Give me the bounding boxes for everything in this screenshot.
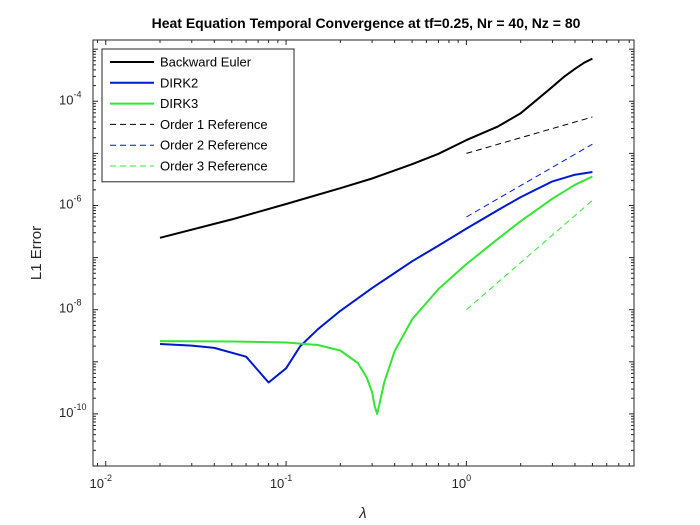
legend-entry-label: Order 3 Reference <box>160 159 268 174</box>
y-tick-label: 10-6 <box>59 193 81 211</box>
y-tick-label-exponent: -8 <box>73 298 81 308</box>
chart-title: Heat Equation Temporal Convergence at tf… <box>152 15 581 31</box>
y-tick-label-base: 10 <box>59 92 73 107</box>
x-tick-label-exponent: 0 <box>466 473 471 483</box>
legend-entry-label: DIRK2 <box>160 75 198 90</box>
x-tick-label: 10-1 <box>270 473 292 491</box>
legend-entry-label: Backward Euler <box>160 55 252 70</box>
x-tick-label-exponent: -2 <box>104 473 112 483</box>
y-tick-label-base: 10 <box>59 301 73 316</box>
x-axis-label: λ <box>358 505 366 522</box>
legend: Backward Euler DIRK2 DIRK3 Order 1 Referenc… <box>101 48 295 183</box>
y-tick-label-base: 10 <box>59 196 73 211</box>
series-line-order-3-reference <box>466 200 593 311</box>
legend-entry-label: Order 1 Reference <box>160 117 268 132</box>
legend-entry-label: Order 2 Reference <box>160 138 268 153</box>
x-tick-label-base: 10 <box>270 476 284 491</box>
y-tick-label: 10-8 <box>59 298 81 316</box>
series-line-backward-euler <box>159 57 593 239</box>
series-line-order-1-reference <box>466 116 593 154</box>
y-tick-label-exponent: -4 <box>73 89 81 99</box>
legend-entry-label: DIRK3 <box>160 96 198 111</box>
legend-box <box>101 48 295 183</box>
y-tick-label: 10-10 <box>59 402 86 420</box>
x-tick-label-base: 10 <box>452 476 466 491</box>
x-tick-label-exponent: -1 <box>284 473 292 483</box>
series-layer <box>159 57 593 415</box>
y-tick-label-exponent: -10 <box>73 402 86 412</box>
y-axis-label: L1 Error <box>28 226 45 280</box>
x-tick-label-base: 10 <box>89 476 103 491</box>
series-line-dirk2 <box>159 171 593 384</box>
x-tick-label: 10-2 <box>89 473 111 491</box>
series-line-dirk3 <box>159 175 593 415</box>
series-line-order-2-reference <box>466 143 593 218</box>
x-tick-label: 100 <box>452 473 471 491</box>
y-tick-label: 10-4 <box>59 89 81 107</box>
y-tick-label-base: 10 <box>59 405 73 420</box>
y-tick-label-exponent: -6 <box>73 193 81 203</box>
